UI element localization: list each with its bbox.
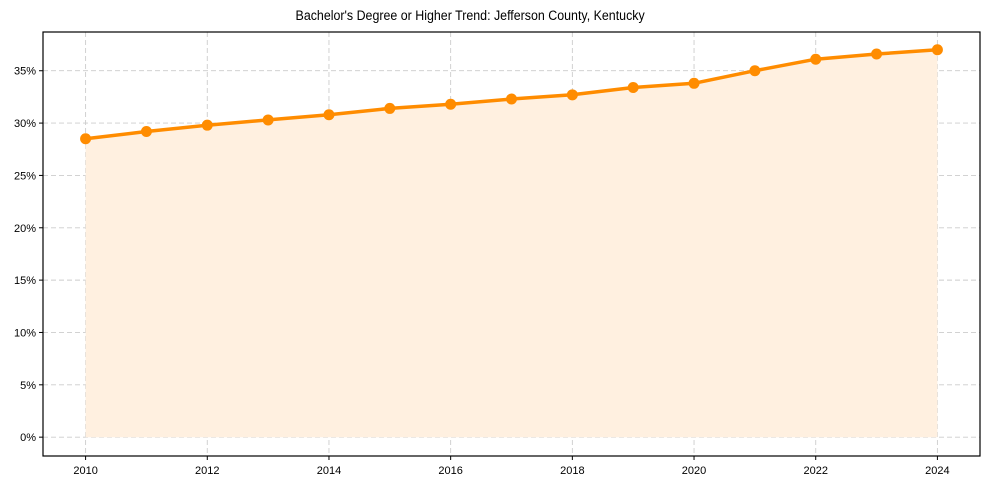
data-point — [201, 119, 213, 131]
plot-frame — [42, 31, 981, 457]
x-tick-label: 2018 — [560, 465, 584, 477]
x-tick-label: 2022 — [803, 465, 827, 477]
data-point — [627, 81, 639, 93]
y-tick-label: 0% — [20, 432, 36, 444]
data-markers — [80, 44, 943, 145]
y-tick-label: 25% — [14, 170, 36, 182]
area-fill — [85, 49, 938, 438]
data-point — [931, 44, 943, 56]
y-tick-label: 20% — [14, 223, 36, 235]
y-tick-label: 15% — [14, 275, 36, 287]
data-point — [323, 109, 335, 121]
x-tick-label: 2010 — [73, 465, 97, 477]
data-point — [506, 93, 517, 105]
y-axis: 0% 5% 10% 15% 20% 25% 30% 35% — [14, 66, 43, 444]
data-point — [80, 133, 92, 145]
data-point — [262, 114, 274, 126]
chart-title: Bachelor's Degree or Higher Trend: Jeffe… — [295, 8, 645, 23]
data-point — [566, 89, 578, 101]
y-tick-label: 10% — [14, 327, 36, 339]
data-point — [810, 53, 822, 65]
data-point — [445, 98, 457, 110]
y-tick-label: 30% — [14, 118, 36, 130]
data-point — [140, 125, 152, 137]
x-tick-label: 2024 — [925, 465, 949, 477]
y-tick-label: 35% — [14, 66, 36, 78]
data-point — [688, 77, 700, 89]
y-tick-label: 5% — [20, 380, 36, 392]
x-tick-label: 2014 — [317, 465, 341, 477]
x-tick-label: 2012 — [195, 465, 219, 477]
data-point — [871, 48, 883, 60]
x-tick-label: 2016 — [438, 465, 462, 477]
x-tick-label: 2020 — [682, 465, 706, 477]
data-point — [384, 102, 396, 114]
data-point — [749, 65, 761, 77]
x-axis: 2010 2012 2014 2016 2018 2020 2022 2024 — [73, 456, 950, 477]
